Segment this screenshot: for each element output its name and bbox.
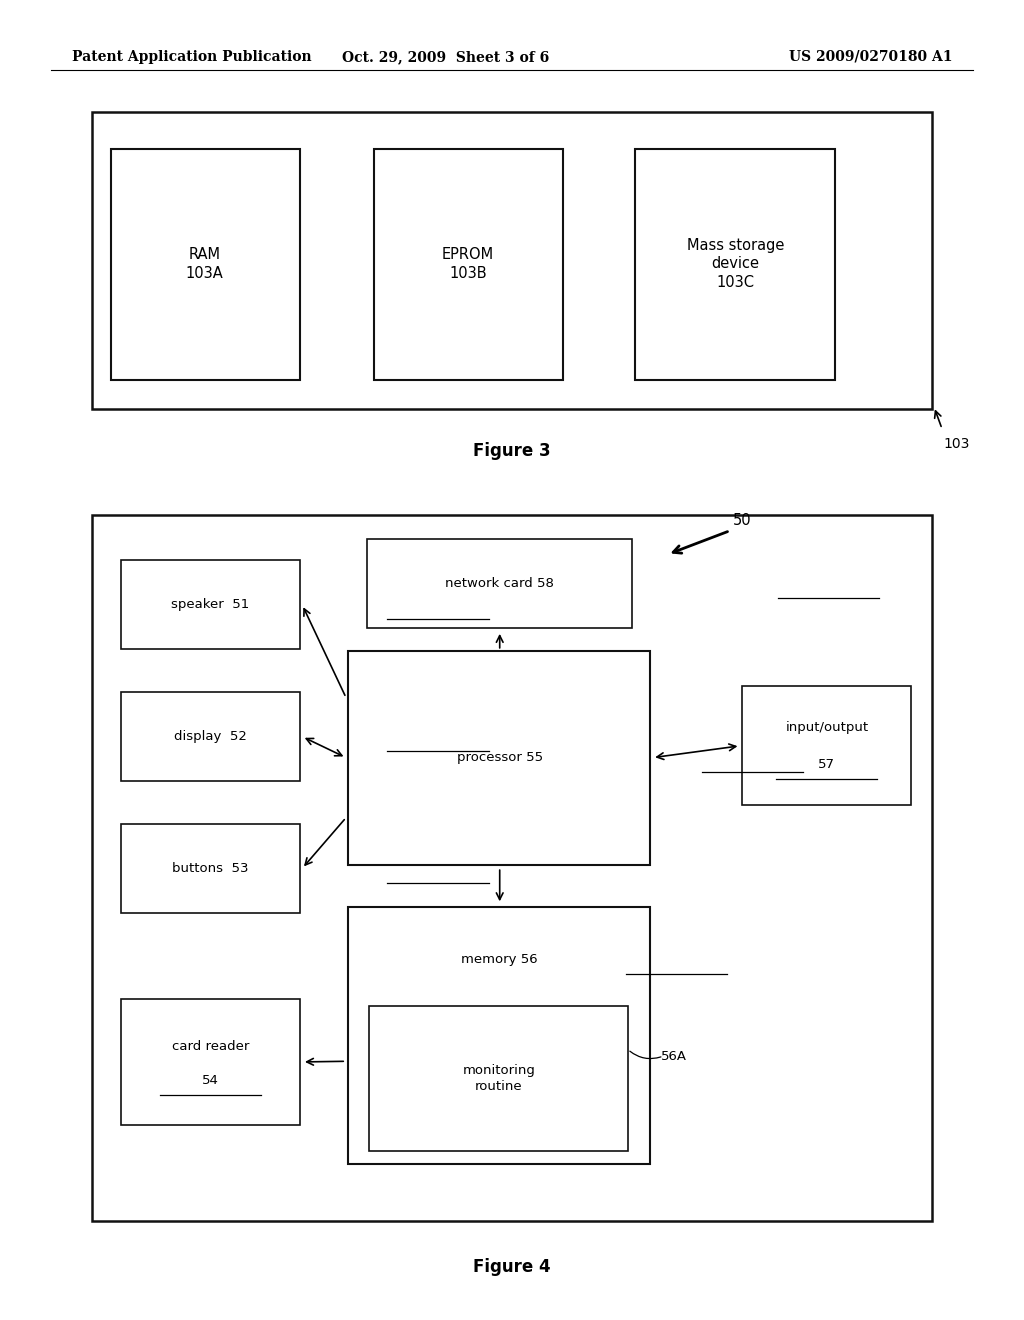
Bar: [374, 149, 563, 380]
Text: 54: 54: [202, 1074, 219, 1086]
Bar: [367, 539, 632, 628]
Bar: [369, 1006, 628, 1151]
Text: EPROM
103B: EPROM 103B: [442, 247, 494, 281]
Text: card reader: card reader: [172, 1040, 249, 1052]
Bar: [92, 112, 932, 409]
Bar: [121, 999, 300, 1125]
Text: Figure 3: Figure 3: [473, 442, 551, 461]
Text: memory 56: memory 56: [462, 953, 538, 966]
Text: 56A: 56A: [660, 1049, 686, 1063]
Text: monitoring
routine: monitoring routine: [462, 1064, 536, 1093]
Text: 57: 57: [818, 758, 836, 771]
Bar: [348, 651, 650, 865]
Text: Oct. 29, 2009  Sheet 3 of 6: Oct. 29, 2009 Sheet 3 of 6: [342, 50, 549, 63]
Bar: [121, 692, 300, 781]
Text: buttons  53: buttons 53: [172, 862, 249, 875]
Bar: [121, 560, 300, 649]
Bar: [111, 149, 300, 380]
Bar: [348, 907, 650, 1164]
Text: speaker  51: speaker 51: [171, 598, 250, 611]
Text: Mass storage
device
103C: Mass storage device 103C: [686, 238, 784, 290]
Text: Figure 4: Figure 4: [473, 1258, 551, 1276]
Bar: [742, 686, 911, 805]
Bar: [92, 515, 932, 1221]
Text: Patent Application Publication: Patent Application Publication: [72, 50, 311, 63]
Text: network card 58: network card 58: [445, 577, 554, 590]
Text: 103: 103: [943, 437, 970, 451]
Text: RAM
103A: RAM 103A: [186, 247, 223, 281]
Text: display  52: display 52: [174, 730, 247, 743]
Bar: [121, 824, 300, 913]
Text: US 2009/0270180 A1: US 2009/0270180 A1: [788, 50, 952, 63]
Bar: [635, 149, 835, 380]
Text: 50: 50: [733, 512, 752, 528]
Text: processor 55: processor 55: [457, 751, 543, 764]
Text: input/output: input/output: [785, 721, 868, 734]
